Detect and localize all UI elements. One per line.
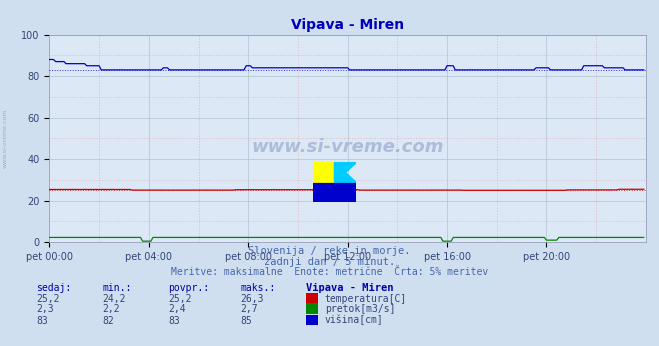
Text: 85: 85 — [241, 316, 252, 326]
Text: 2,4: 2,4 — [168, 304, 186, 314]
Text: Vipava - Miren: Vipava - Miren — [306, 283, 394, 293]
Text: 26,3: 26,3 — [241, 294, 264, 304]
Polygon shape — [335, 162, 356, 182]
Polygon shape — [313, 182, 356, 202]
Text: min.:: min.: — [102, 283, 132, 293]
Text: 2,2: 2,2 — [102, 304, 120, 314]
Text: 2,3: 2,3 — [36, 304, 54, 314]
Polygon shape — [313, 162, 335, 182]
Polygon shape — [313, 162, 335, 182]
Text: Slovenija / reke in morje.: Slovenija / reke in morje. — [248, 246, 411, 256]
Text: sedaj:: sedaj: — [36, 283, 71, 293]
Text: 2,7: 2,7 — [241, 304, 258, 314]
Text: maks.:: maks.: — [241, 283, 275, 293]
Text: zadnji dan / 5 minut.: zadnji dan / 5 minut. — [264, 257, 395, 267]
Polygon shape — [335, 162, 356, 182]
Text: 24,2: 24,2 — [102, 294, 126, 304]
Text: www.si-vreme.com: www.si-vreme.com — [251, 138, 444, 156]
Text: povpr.:: povpr.: — [168, 283, 209, 293]
Text: temperatura[C]: temperatura[C] — [325, 294, 407, 304]
Text: pretok[m3/s]: pretok[m3/s] — [325, 304, 395, 314]
Text: 25,2: 25,2 — [36, 294, 60, 304]
Text: 83: 83 — [36, 316, 48, 326]
Text: Meritve: maksimalne  Enote: metrične  Črta: 5% meritev: Meritve: maksimalne Enote: metrične Črta… — [171, 267, 488, 277]
Text: 82: 82 — [102, 316, 114, 326]
Text: www.si-vreme.com: www.si-vreme.com — [3, 109, 8, 168]
Text: 83: 83 — [168, 316, 180, 326]
Title: Vipava - Miren: Vipava - Miren — [291, 18, 404, 32]
Text: višina[cm]: višina[cm] — [325, 315, 384, 326]
Text: 25,2: 25,2 — [168, 294, 192, 304]
